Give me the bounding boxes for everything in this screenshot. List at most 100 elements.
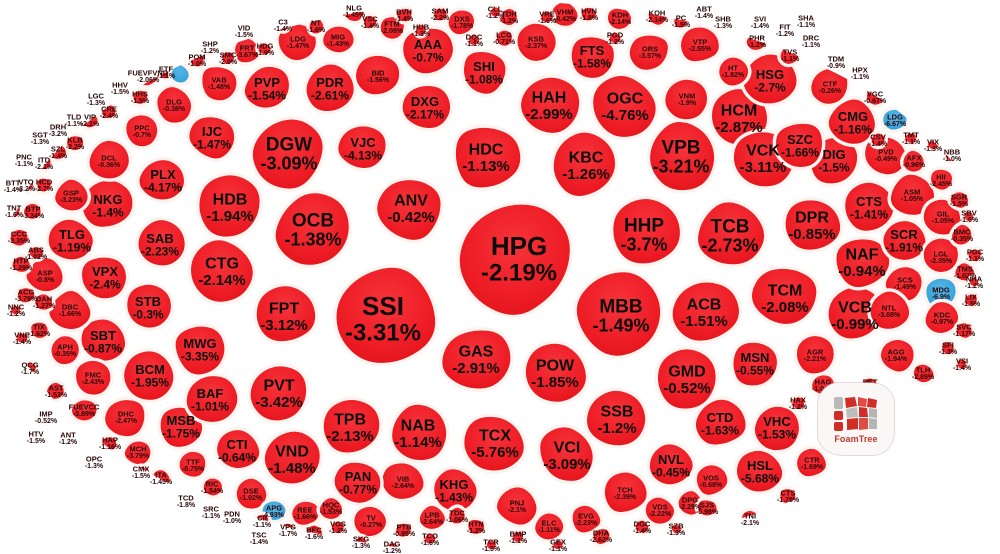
treemap-cell[interactable] [59,429,78,447]
treemap-cell[interactable] [772,120,826,171]
treemap-cell[interactable] [531,510,567,543]
treemap-cell[interactable] [65,112,83,129]
treemap-cell[interactable] [176,491,195,511]
treemap-cell[interactable] [966,274,982,290]
treemap-cell[interactable] [927,166,956,194]
treemap-cell[interactable] [78,254,130,302]
treemap-cell[interactable] [601,469,651,516]
treemap-cell[interactable] [320,396,383,456]
treemap-cell[interactable] [775,21,794,39]
treemap-cell[interactable] [15,175,37,195]
treemap-cell[interactable] [272,189,353,269]
treemap-cell[interactable] [360,12,380,32]
treemap-cell[interactable] [536,423,597,485]
treemap-cell[interactable] [694,198,768,268]
treemap-cell[interactable] [452,124,524,191]
treemap-cell[interactable] [438,327,514,392]
treemap-cell[interactable] [456,201,574,319]
treemap-cell[interactable] [715,54,752,89]
treemap-cell[interactable] [782,196,844,254]
treemap-cell[interactable] [750,13,769,31]
treemap-cell[interactable] [487,3,504,20]
treemap-cell[interactable] [868,130,889,150]
treemap-cell[interactable] [910,361,937,386]
treemap-cell[interactable] [31,129,49,147]
treemap-cell[interactable] [218,48,238,68]
treemap-cell[interactable] [72,357,114,399]
treemap-cell[interactable] [942,146,963,165]
treemap-cell[interactable] [899,147,928,175]
treemap-cell[interactable] [28,429,45,445]
treemap-cell[interactable] [153,83,195,127]
treemap-cell[interactable] [646,440,696,488]
treemap-cell[interactable] [176,448,209,481]
treemap-cell[interactable] [384,539,401,553]
treemap-cell[interactable] [35,407,57,427]
treemap-cell[interactable] [430,5,451,24]
treemap-cell[interactable] [136,156,188,203]
treemap-cell[interactable] [493,27,516,50]
foamtree-logo[interactable]: FoamTree [818,383,894,455]
treemap-cell[interactable] [877,336,917,375]
treemap-cell[interactable] [573,268,664,360]
treemap-cell[interactable] [34,175,55,195]
treemap-cell[interactable] [45,216,97,263]
treemap-cell[interactable] [135,216,189,269]
treemap-cell[interactable] [738,507,762,530]
treemap-cell[interactable] [693,461,731,499]
treemap-cell[interactable] [149,466,173,490]
treemap-cell[interactable] [68,396,100,424]
treemap-cell[interactable] [661,76,711,123]
treemap-cell[interactable] [632,517,652,537]
treemap-cell[interactable] [568,33,618,82]
treemap-cell[interactable] [464,516,488,538]
treemap-cell[interactable] [578,4,600,24]
treemap-cell[interactable] [101,396,148,440]
treemap-cell[interactable] [130,87,151,108]
treemap-cell[interactable] [733,447,786,495]
treemap-cell[interactable] [880,217,929,264]
treemap-cell[interactable] [517,74,583,137]
treemap-cell[interactable] [121,438,154,468]
treemap-cell[interactable] [132,463,150,481]
treemap-cell[interactable] [379,459,427,503]
treemap-cell[interactable] [800,30,822,52]
treemap-cell[interactable] [235,23,253,39]
treemap-cell[interactable] [183,372,241,426]
treemap-cell[interactable] [654,345,719,412]
treemap-cell[interactable] [46,287,94,333]
treemap-cell[interactable] [712,12,732,32]
treemap-cell[interactable] [421,530,439,547]
treemap-cell[interactable] [79,110,101,131]
treemap-cell[interactable] [668,521,685,537]
treemap-cell[interactable] [303,522,326,544]
treemap-cell[interactable] [233,475,270,512]
treemap-cell[interactable] [350,503,390,540]
treemap-cell[interactable] [920,235,962,276]
treemap-cell[interactable] [7,302,24,318]
treemap-cell[interactable] [9,253,34,276]
treemap-cell[interactable] [47,120,69,140]
treemap-cell[interactable] [13,330,31,346]
treemap-cell[interactable] [569,502,604,536]
treemap-cell[interactable] [694,496,720,519]
treemap-cell[interactable] [319,23,358,56]
treemap-cell[interactable] [168,61,193,86]
treemap-cell[interactable] [288,498,323,529]
treemap-cell[interactable] [88,91,104,107]
treemap-cell[interactable] [399,82,454,132]
treemap-cell[interactable] [460,48,509,98]
treemap-cell[interactable] [416,502,449,533]
treemap-cell[interactable] [965,246,985,265]
treemap-cell[interactable] [187,236,257,306]
treemap-cell[interactable] [7,226,32,249]
treemap-cell[interactable] [954,356,970,372]
treemap-cell[interactable] [222,508,241,526]
treemap-cell[interactable] [642,494,678,527]
treemap-cell[interactable] [677,24,723,65]
treemap-cell[interactable] [509,528,527,546]
treemap-cell[interactable] [110,79,130,97]
treemap-cell[interactable] [34,152,54,173]
treemap-cell[interactable] [273,16,292,34]
